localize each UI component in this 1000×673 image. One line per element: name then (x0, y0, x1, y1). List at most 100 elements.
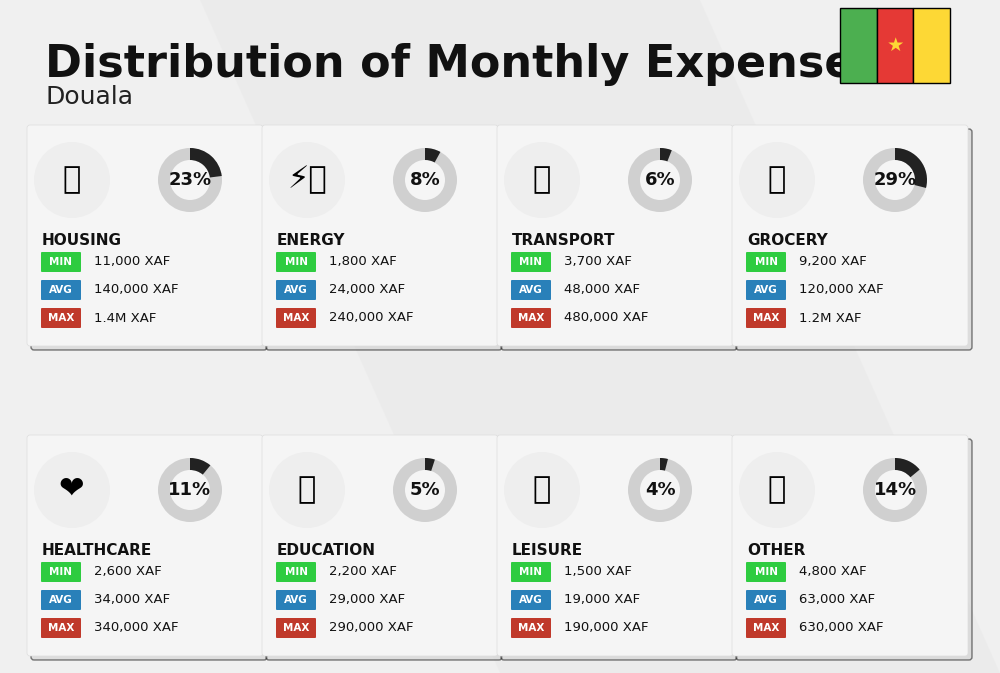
Text: MIN: MIN (755, 257, 778, 267)
Text: 🏢: 🏢 (63, 166, 81, 194)
Text: 63,000 XAF: 63,000 XAF (799, 594, 875, 606)
Circle shape (504, 452, 580, 528)
FancyBboxPatch shape (511, 308, 551, 328)
Text: MAX: MAX (283, 313, 309, 323)
Text: MIN: MIN (50, 567, 72, 577)
Circle shape (739, 452, 815, 528)
Text: 6%: 6% (645, 171, 675, 189)
Text: 1.4M XAF: 1.4M XAF (94, 312, 156, 324)
Text: OTHER: OTHER (747, 543, 805, 558)
FancyBboxPatch shape (746, 618, 786, 638)
Circle shape (269, 142, 345, 218)
FancyBboxPatch shape (41, 618, 81, 638)
Text: 4%: 4% (645, 481, 675, 499)
Text: AVG: AVG (284, 285, 308, 295)
FancyBboxPatch shape (276, 590, 316, 610)
FancyBboxPatch shape (276, 562, 316, 582)
FancyBboxPatch shape (746, 252, 786, 272)
FancyBboxPatch shape (266, 129, 502, 350)
Text: LEISURE: LEISURE (512, 543, 583, 558)
FancyBboxPatch shape (736, 439, 972, 660)
Text: 11,000 XAF: 11,000 XAF (94, 256, 170, 269)
Wedge shape (895, 148, 927, 188)
Wedge shape (863, 148, 927, 212)
Text: EDUCATION: EDUCATION (277, 543, 376, 558)
Wedge shape (158, 148, 222, 212)
FancyBboxPatch shape (276, 252, 316, 272)
Text: MAX: MAX (753, 623, 779, 633)
Polygon shape (200, 0, 1000, 673)
Wedge shape (660, 458, 668, 470)
FancyBboxPatch shape (41, 280, 81, 300)
Text: 8%: 8% (410, 171, 440, 189)
Wedge shape (393, 148, 457, 212)
FancyBboxPatch shape (511, 280, 551, 300)
Text: MAX: MAX (753, 313, 779, 323)
Text: 23%: 23% (168, 171, 212, 189)
FancyBboxPatch shape (732, 125, 968, 346)
Text: 19,000 XAF: 19,000 XAF (564, 594, 640, 606)
Text: 14%: 14% (873, 481, 917, 499)
Wedge shape (660, 148, 672, 162)
Text: ❤️: ❤️ (59, 476, 85, 505)
FancyBboxPatch shape (41, 590, 81, 610)
Text: 11%: 11% (168, 481, 212, 499)
Text: 48,000 XAF: 48,000 XAF (564, 283, 640, 297)
Text: 🛒: 🛒 (768, 166, 786, 194)
Text: ★: ★ (886, 36, 904, 55)
Text: 240,000 XAF: 240,000 XAF (329, 312, 414, 324)
Text: MIN: MIN (520, 257, 542, 267)
Circle shape (739, 142, 815, 218)
Text: 630,000 XAF: 630,000 XAF (799, 621, 884, 635)
Text: 34,000 XAF: 34,000 XAF (94, 594, 170, 606)
Text: 🛍️: 🛍️ (533, 476, 551, 505)
Circle shape (34, 142, 110, 218)
FancyBboxPatch shape (276, 280, 316, 300)
FancyBboxPatch shape (31, 129, 267, 350)
Text: 2,600 XAF: 2,600 XAF (94, 565, 162, 579)
Text: AVG: AVG (519, 595, 543, 605)
Text: 🚌: 🚌 (533, 166, 551, 194)
Circle shape (269, 452, 345, 528)
Text: 290,000 XAF: 290,000 XAF (329, 621, 414, 635)
Text: MIN: MIN (50, 257, 72, 267)
FancyBboxPatch shape (746, 308, 786, 328)
Text: 1,800 XAF: 1,800 XAF (329, 256, 397, 269)
Text: AVG: AVG (49, 285, 73, 295)
Text: 3,700 XAF: 3,700 XAF (564, 256, 632, 269)
FancyBboxPatch shape (41, 308, 81, 328)
Text: 340,000 XAF: 340,000 XAF (94, 621, 178, 635)
Wedge shape (863, 458, 927, 522)
Text: 190,000 XAF: 190,000 XAF (564, 621, 648, 635)
Text: ⚡🏠: ⚡🏠 (287, 166, 327, 194)
FancyBboxPatch shape (41, 252, 81, 272)
Text: 2,200 XAF: 2,200 XAF (329, 565, 397, 579)
FancyBboxPatch shape (266, 439, 502, 660)
Text: 5%: 5% (410, 481, 440, 499)
FancyBboxPatch shape (746, 562, 786, 582)
Wedge shape (628, 458, 692, 522)
FancyBboxPatch shape (736, 129, 972, 350)
Circle shape (504, 142, 580, 218)
Wedge shape (158, 458, 222, 522)
FancyBboxPatch shape (840, 8, 877, 83)
Text: 4,800 XAF: 4,800 XAF (799, 565, 867, 579)
Text: 24,000 XAF: 24,000 XAF (329, 283, 405, 297)
Text: AVG: AVG (519, 285, 543, 295)
Text: 💰: 💰 (768, 476, 786, 505)
Text: TRANSPORT: TRANSPORT (512, 233, 616, 248)
Text: AVG: AVG (49, 595, 73, 605)
FancyBboxPatch shape (877, 8, 913, 83)
Text: HOUSING: HOUSING (42, 233, 122, 248)
Text: Distribution of Monthly Expenses: Distribution of Monthly Expenses (45, 43, 881, 86)
Text: MAX: MAX (518, 313, 544, 323)
FancyBboxPatch shape (41, 562, 81, 582)
FancyBboxPatch shape (27, 435, 263, 656)
FancyBboxPatch shape (913, 8, 950, 83)
FancyBboxPatch shape (732, 435, 968, 656)
FancyBboxPatch shape (276, 308, 316, 328)
FancyBboxPatch shape (511, 562, 551, 582)
Text: MIN: MIN (520, 567, 542, 577)
Text: Douala: Douala (45, 85, 133, 109)
Text: AVG: AVG (284, 595, 308, 605)
